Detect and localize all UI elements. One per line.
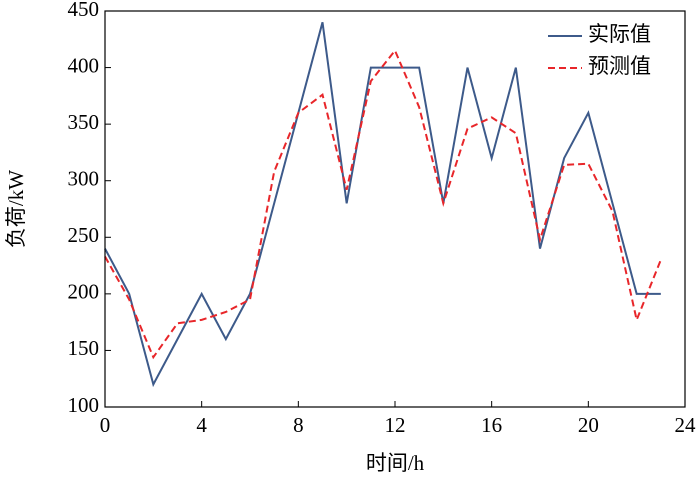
series-line [104,22,661,388]
legend-label: 实际值 [588,22,651,46]
y-tick-label: 250 [68,223,100,247]
y-tick-label: 100 [68,393,100,417]
y-axis-label: 负荷/kW [4,170,28,248]
x-axis-label: 时间/h [366,451,425,475]
x-tick-label: 20 [578,413,599,437]
x-tick-label: 16 [481,413,502,437]
y-tick-label: 300 [68,167,100,191]
y-tick-label: 150 [68,336,100,360]
x-tick-label: 4 [196,413,207,437]
x-tick-label: 24 [675,413,697,437]
x-tick-label: 12 [385,413,406,437]
x-tick-label: 8 [293,413,304,437]
series-line [104,48,662,360]
y-tick-label: 400 [68,53,100,77]
y-tick-label: 200 [68,280,100,304]
y-tick-label: 450 [68,0,100,21]
plot-frame [104,10,686,408]
y-tick-label: 350 [68,110,100,134]
legend-label: 预测值 [588,54,651,78]
x-tick-label: 0 [100,413,111,437]
